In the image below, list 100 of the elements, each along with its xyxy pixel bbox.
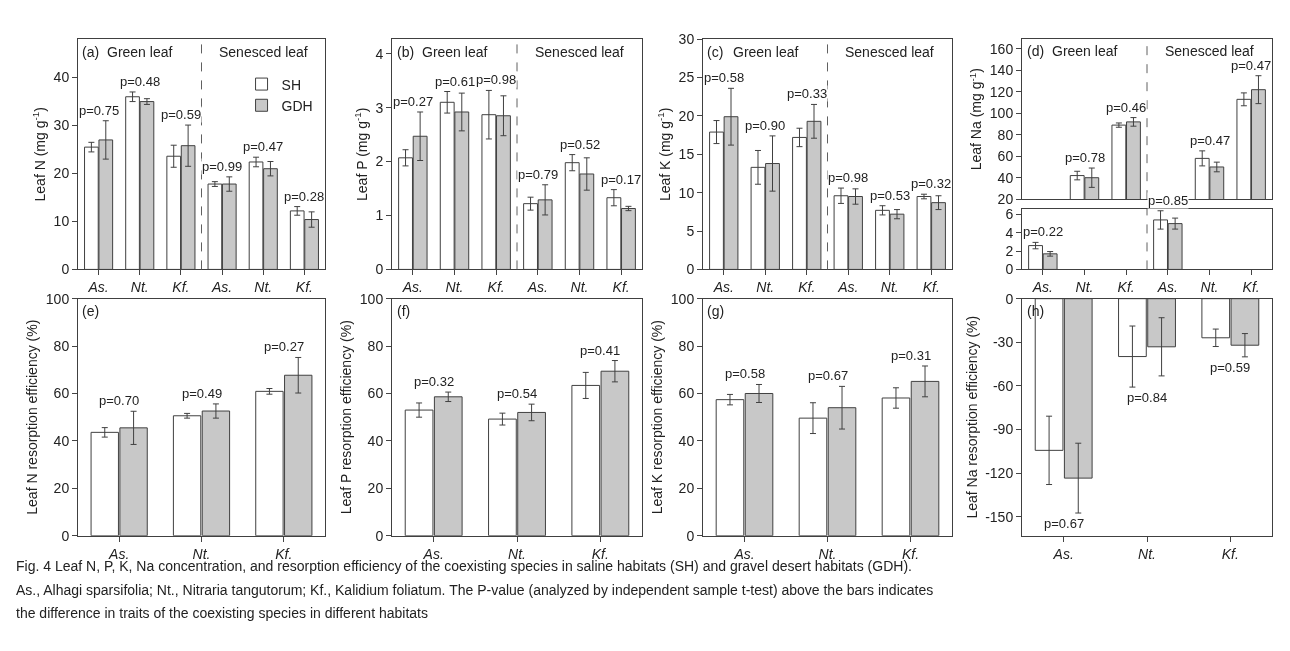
annotation: p=0.27 [264, 339, 305, 354]
y-tick-label: 0 [1005, 290, 1014, 307]
y-tick-label: 120 [989, 83, 1014, 100]
annotation: p=0.79 [518, 167, 559, 182]
y-tick-label: 140 [989, 62, 1014, 79]
y-tick-label: 20 [53, 480, 70, 497]
y-tick-label: -60 [992, 377, 1014, 394]
x-tick-label: Nt. [570, 279, 589, 296]
annotation: p=0.99 [202, 159, 243, 174]
y-tick-label: 0 [1005, 261, 1014, 278]
x-tick-label: Kf. [798, 279, 816, 296]
x-tick-label: Nt. [445, 279, 464, 296]
y-tick-label: 20 [53, 165, 70, 182]
annotation: (e) [82, 303, 100, 319]
x-tick-label: Nt. [756, 279, 775, 296]
annotation: p=0.31 [891, 348, 932, 363]
annotation: p=0.98 [476, 72, 517, 87]
y-tick-label: 100 [45, 290, 70, 307]
annotation: Green leaf [107, 44, 173, 60]
y-axis-title: Leaf K resorption efficiency (%) [649, 320, 666, 515]
y-tick-label: 60 [53, 385, 70, 402]
annotation: p=0.27 [393, 94, 434, 109]
y-tick-label: 10 [678, 184, 695, 201]
legend-label: GDH [281, 97, 313, 114]
y-tick-label: 100 [670, 290, 695, 307]
y-tick-label: 100 [989, 105, 1014, 122]
y-tick-label: 40 [678, 432, 695, 449]
annotation: p=0.32 [414, 374, 455, 389]
y-tick-label: 15 [678, 146, 695, 163]
annotation: p=0.78 [1065, 150, 1106, 165]
y-tick-label: 5 [686, 222, 695, 239]
x-tick-label: Kf. [922, 279, 940, 296]
y-tick-label: 2 [375, 153, 384, 170]
y-axis-title: Leaf N resorption efficiency (%) [24, 319, 41, 515]
x-tick-label: Nt. [1138, 545, 1156, 562]
annotation: p=0.32 [911, 176, 952, 191]
y-tick-label: 0 [61, 261, 70, 278]
y-tick-label: 30 [678, 31, 695, 48]
annotation: p=0.67 [808, 368, 849, 383]
y-axis-title: Leaf P resorption efficiency (%) [338, 320, 355, 515]
y-tick-label: 2 [1005, 242, 1014, 259]
annotation: Green leaf [733, 44, 799, 60]
x-tick-label: Kf. [487, 279, 505, 296]
text: As., Alhagi sparsifolia; Nt., Nitraria tangutorum; Kf., Kalidium foliatum. The P-value (analyzed by independent sample t-test) above the bars indicates [16, 582, 934, 598]
y-tick-label: 60 [367, 385, 384, 402]
y-tick-label: 6 [1005, 206, 1014, 223]
y-tick-label: 80 [997, 126, 1014, 143]
x-tick-label: Nt. [1075, 279, 1094, 296]
y-tick-label: 0 [375, 261, 384, 278]
x-tick-label: As. [526, 279, 548, 296]
y-tick-label: 0 [686, 261, 695, 278]
text: the difference in traits of the coexisting species in different habitats [16, 605, 428, 621]
y-tick-label: 40 [53, 432, 70, 449]
y-tick-label: 1 [375, 207, 384, 224]
annotation: p=0.53 [870, 188, 911, 203]
y-tick-label: 80 [367, 337, 384, 354]
y-tick-label: 25 [678, 69, 695, 86]
y-tick-label: 20 [367, 480, 384, 497]
x-tick-label: As. [210, 279, 233, 296]
annotation: Senesced leaf [219, 44, 308, 60]
annotation: p=0.61 [435, 74, 476, 89]
x-tick-label: As. [87, 279, 109, 296]
y-tick-label: -120 [985, 465, 1014, 482]
annotation: p=0.58 [704, 70, 745, 85]
annotation: (c) [707, 44, 724, 60]
y-tick-label: 40 [997, 169, 1014, 186]
annotation: p=0.47 [1190, 133, 1231, 148]
annotation: (g) [707, 303, 725, 319]
y-tick-label: -30 [992, 334, 1014, 351]
annotation: (b) [397, 44, 415, 60]
x-tick-label: Nt. [880, 279, 899, 296]
y-tick-label: 3 [375, 99, 384, 116]
annotation: p=0.28 [284, 189, 325, 204]
x-tick-label: Kf. [612, 279, 630, 296]
y-tick-label: 0 [61, 527, 70, 544]
annotation: p=0.49 [182, 386, 223, 401]
x-tick-label: As. [1031, 279, 1053, 296]
annotation: Senesced leaf [1165, 43, 1254, 59]
annotation: p=0.58 [725, 366, 766, 381]
x-tick-label: Kf. [1221, 545, 1239, 562]
y-tick-label: 0 [686, 527, 695, 544]
y-tick-label: 40 [367, 432, 384, 449]
annotation: p=0.17 [601, 172, 642, 187]
annotation: p=0.90 [745, 118, 786, 133]
legend-label: SH [281, 76, 301, 93]
x-tick-label: As. [1156, 279, 1178, 296]
x-tick-label: Kf. [295, 279, 313, 296]
annotation: p=0.98 [828, 170, 869, 185]
y-tick-label: 0 [375, 527, 384, 544]
annotation: p=0.46 [1106, 100, 1147, 115]
y-tick-label: 4 [375, 45, 384, 62]
annotation: p=0.59 [161, 107, 202, 122]
x-tick-label: Nt. [1200, 279, 1219, 296]
y-tick-label: 80 [53, 337, 70, 354]
x-tick-label: As. [401, 279, 423, 296]
annotation: p=0.47 [1231, 58, 1272, 73]
annotation: p=0.54 [497, 386, 538, 401]
annotation: p=0.84 [1127, 390, 1168, 405]
annotation: Green leaf [422, 44, 488, 60]
annotation: p=0.22 [1023, 224, 1064, 239]
